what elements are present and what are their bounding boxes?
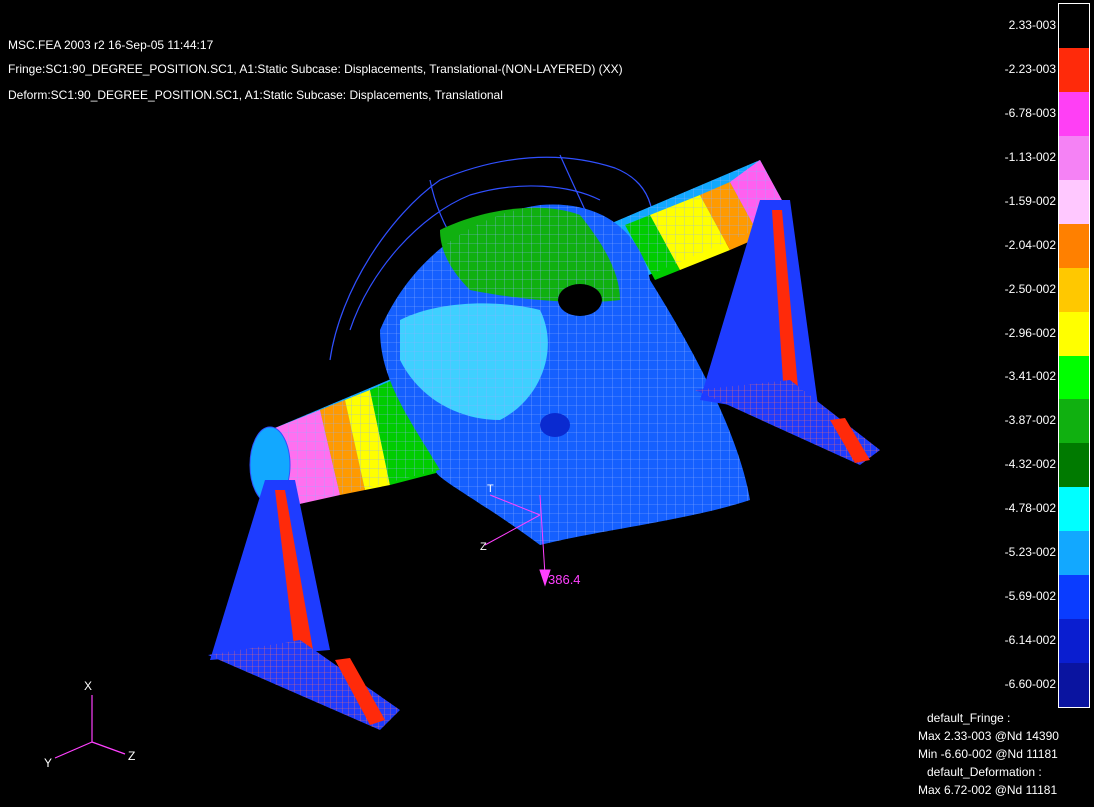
fringe-summary-max: Max 2.33-003 @Nd 14390 bbox=[918, 729, 1059, 743]
load-value-label: 386.4 bbox=[548, 572, 581, 587]
global-axis-triad bbox=[54, 695, 126, 759]
global-axis-z-label: Z bbox=[128, 749, 135, 763]
legend-tick-label: -6.60-002 bbox=[1004, 677, 1056, 692]
local-axis-t-label: T bbox=[487, 483, 494, 495]
fringe-summary-min: Min -6.60-002 @Nd 11181 bbox=[918, 747, 1058, 761]
legend-swatch bbox=[1059, 179, 1089, 224]
legend-tick-label: 2.33-003 bbox=[1008, 17, 1056, 32]
left-stand bbox=[208, 480, 400, 730]
legend-swatch bbox=[1059, 663, 1089, 707]
legend-tick-label: -1.13-002 bbox=[1004, 149, 1056, 164]
deform-summary-max: Max 6.72-002 @Nd 11181 bbox=[918, 783, 1058, 797]
legend-tick-label: -2.23-003 bbox=[1004, 61, 1056, 76]
fringe-summary-title: default_Fringe : bbox=[927, 711, 1011, 725]
deform-summary-title: default_Deformation : bbox=[927, 765, 1042, 779]
legend-swatch bbox=[1059, 4, 1089, 48]
legend-tick-label: -5.23-002 bbox=[1004, 545, 1056, 560]
global-axis-y-label: Y bbox=[44, 756, 52, 770]
legend-tick-label: -3.41-002 bbox=[1004, 369, 1056, 384]
legend-tick-label: -2.04-002 bbox=[1004, 237, 1056, 252]
central-housing bbox=[380, 204, 750, 546]
global-axis-x-label: X bbox=[84, 679, 92, 693]
fea-model-viewport[interactable]: T Z 386.4 X Y Z bbox=[0, 0, 1050, 807]
legend-swatch bbox=[1059, 575, 1089, 620]
legend-swatch bbox=[1059, 223, 1089, 268]
legend-tick-label: -6.14-002 bbox=[1004, 633, 1056, 648]
legend-swatch bbox=[1059, 355, 1089, 400]
legend-swatch bbox=[1059, 443, 1089, 488]
legend-swatch bbox=[1059, 619, 1089, 664]
legend-tick-label: -1.59-002 bbox=[1004, 193, 1056, 208]
legend-tick-label: -3.87-002 bbox=[1004, 413, 1056, 428]
fringe-color-legend bbox=[1058, 3, 1090, 708]
load-marker bbox=[484, 494, 551, 587]
legend-swatch bbox=[1059, 531, 1089, 576]
legend-swatch bbox=[1059, 91, 1089, 136]
header-title-line: MSC.FEA 2003 r2 16-Sep-05 11:44:17 bbox=[8, 38, 214, 52]
legend-tick-label: -4.78-002 bbox=[1004, 501, 1056, 516]
legend-tick-label: -2.50-002 bbox=[1004, 281, 1056, 296]
legend-swatch bbox=[1059, 487, 1089, 532]
legend-swatch bbox=[1059, 47, 1089, 92]
legend-swatch bbox=[1059, 135, 1089, 180]
legend-tick-label: -2.96-002 bbox=[1004, 325, 1056, 340]
legend-tick-label: -6.78-003 bbox=[1004, 105, 1056, 120]
local-axis-z-label: Z bbox=[480, 541, 487, 553]
legend-swatch bbox=[1059, 399, 1089, 444]
legend-tick-label: -4.32-002 bbox=[1004, 457, 1056, 472]
header-fringe-line: Fringe:SC1:90_DEGREE_POSITION.SC1, A1:St… bbox=[8, 62, 623, 76]
legend-swatch bbox=[1059, 311, 1089, 356]
right-stand bbox=[695, 200, 880, 465]
legend-tick-label: -5.69-002 bbox=[1004, 589, 1056, 604]
header-deform-line: Deform:SC1:90_DEGREE_POSITION.SC1, A1:St… bbox=[8, 88, 503, 102]
legend-swatch bbox=[1059, 267, 1089, 312]
